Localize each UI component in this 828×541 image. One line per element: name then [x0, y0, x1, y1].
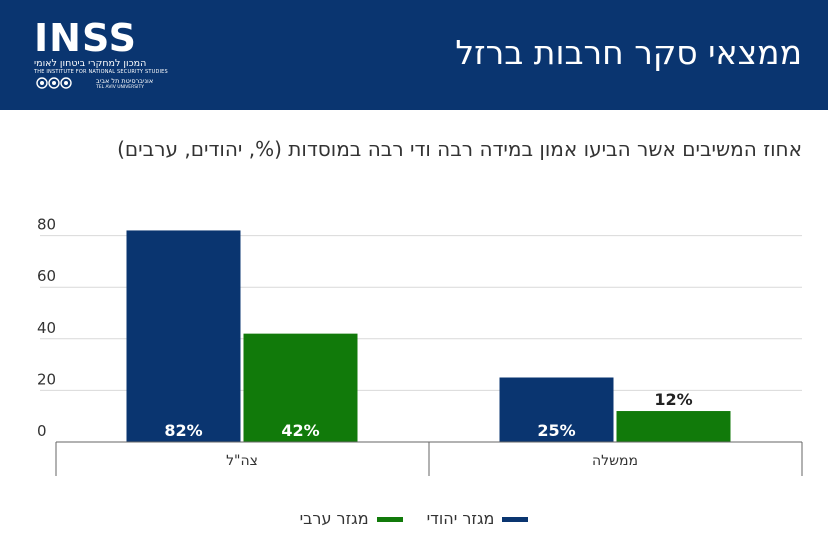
logo-hebrew-name: המכון למחקרי ביטחון לאומי — [34, 58, 147, 69]
bar — [126, 230, 241, 442]
page-title: ממצאי סקר חרבות ברזל — [455, 33, 802, 72]
university-logo: אוניברסיטת תל אביב TEL AVIV UNIVERSITY — [96, 77, 154, 90]
chart-legend: מגזר יהודי מגזר ערבי — [0, 504, 828, 534]
legend-item: מגזר יהודי — [427, 504, 529, 534]
y-tick-label: 60 — [37, 267, 56, 285]
y-tick-label: 80 — [37, 216, 56, 234]
data-label: 42% — [281, 421, 319, 440]
legend-label: מגזר יהודי — [426, 509, 495, 528]
chart-subtitle: אחוז המשיבים אשר הביעו אמון במידה רבה וד… — [117, 137, 802, 161]
bar — [243, 333, 358, 442]
y-tick-label: 20 — [37, 370, 56, 388]
y-tick-label: 40 — [37, 319, 56, 337]
bar-chart: 0 20 40 60 80 82% 25% 42% 12% צה"ל ממשלה — [37, 216, 803, 476]
bar — [616, 411, 731, 442]
inss-logo: INSS המכון למחקרי ביטחון לאומי THE INSTI… — [34, 16, 168, 94]
y-tick-label: 0 — [37, 422, 47, 440]
logo-wordmark: INSS — [34, 16, 137, 60]
legend-item: מגזר ערבי — [300, 504, 403, 534]
data-label: 12% — [654, 390, 692, 409]
legend-swatch — [502, 517, 529, 522]
data-label: 82% — [164, 421, 202, 440]
university-hebrew-name: אוניברסיטת תל אביב — [96, 77, 154, 85]
x-tick-label: צה"ל — [226, 453, 258, 469]
bar — [499, 377, 614, 442]
legend-label: מגזר ערבי — [299, 509, 369, 528]
university-english-name: TEL AVIV UNIVERSITY — [96, 85, 144, 90]
data-label: 25% — [537, 421, 575, 440]
legend-swatch — [376, 517, 403, 522]
header-bar: INSS המכון למחקרי ביטחון לאומי THE INSTI… — [0, 0, 828, 110]
x-tick-label: ממשלה — [592, 453, 638, 469]
logo-circles-icon — [36, 77, 72, 89]
logo-english-name: THE INSTITUTE FOR NATIONAL SECURITY STUD… — [34, 69, 168, 75]
